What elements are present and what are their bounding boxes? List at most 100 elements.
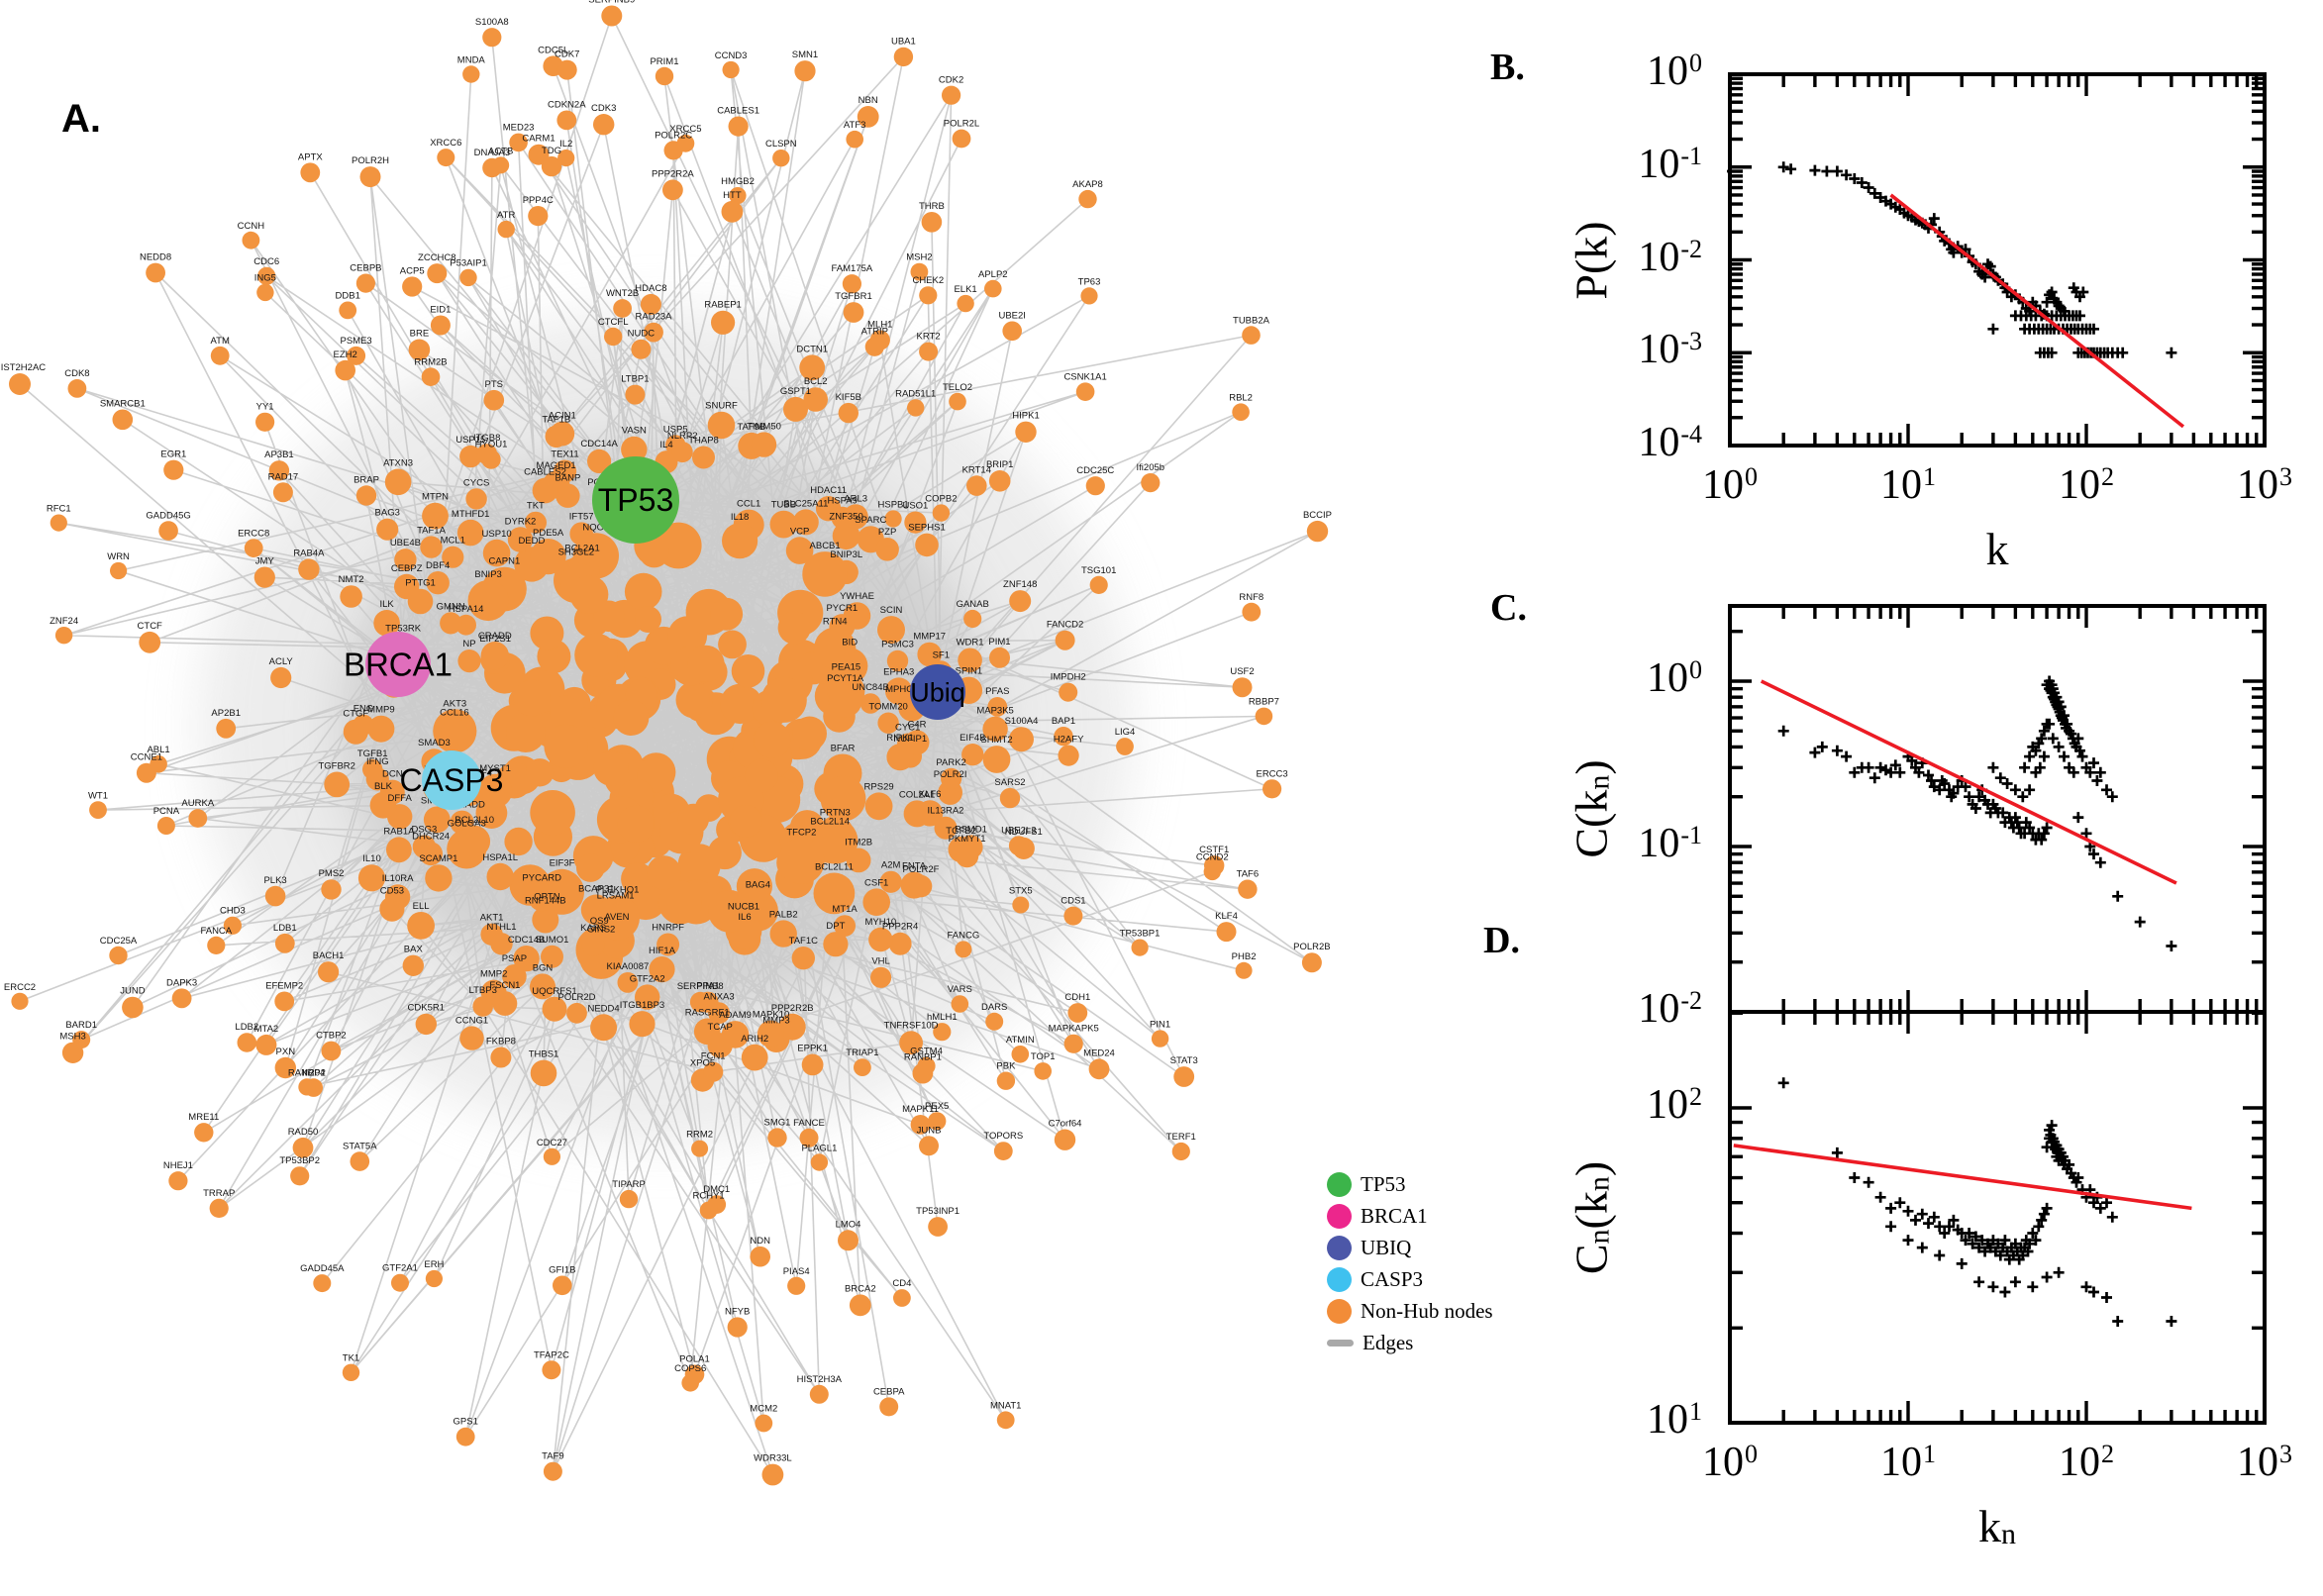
gene-label: MYST1: [479, 763, 511, 774]
y-tick-label: 10-1: [1638, 141, 1702, 187]
gene-label: CD4: [892, 1278, 911, 1289]
gene-label: NDN: [750, 1236, 770, 1247]
gene-label: CDK5R1: [408, 1003, 446, 1014]
gene-label: MAPK10: [753, 1010, 790, 1021]
gene-label: STX5: [1009, 885, 1033, 896]
gene-label: AP3B1: [264, 449, 294, 460]
network-node: [553, 459, 577, 483]
gene-label: BNIP3L: [830, 549, 862, 560]
gene-label: SMN1: [792, 50, 818, 60]
gene-label: HDAC11: [810, 485, 847, 496]
network-node: [875, 538, 899, 561]
y-tick-label: 100: [1647, 49, 1702, 94]
network-node: [532, 906, 559, 934]
gene-label: HIPK1: [1012, 411, 1039, 422]
network-node: [318, 961, 340, 983]
gene-label: TGFB2: [946, 826, 976, 837]
panel-d-label: D.: [1483, 920, 1520, 961]
gene-label: ERH: [424, 1259, 444, 1270]
gene-label: RNF8: [1239, 592, 1263, 603]
network-node: [244, 539, 263, 557]
network-node: [721, 200, 744, 223]
gene-label: LTBP1: [621, 374, 649, 385]
gene-label: CCNG1: [455, 1015, 488, 1026]
gene-label: CDS1: [1060, 896, 1085, 907]
gene-label: TGFB1: [357, 748, 388, 759]
gene-label: DEDD: [518, 536, 545, 547]
gene-label: USF2: [1230, 666, 1254, 677]
network-node: [1232, 403, 1250, 422]
network-node-labels: PRIM1 NHEJ1 CSTF1 KLF4 TFAP2C HIST2H2AC GTF2A1…: [0, 0, 1332, 1464]
network-node: [934, 816, 958, 840]
network-node: [657, 880, 702, 925]
network-node: [156, 817, 175, 835]
gene-label: A2M: [881, 860, 901, 871]
gene-label: FSCN1: [489, 980, 520, 991]
gene-label: AVEN: [604, 912, 629, 923]
gene-label: HIF1A: [649, 946, 676, 956]
network-node: [677, 844, 721, 887]
network-node: [617, 805, 655, 843]
network-node: [870, 966, 892, 988]
gene-label: FANCD2: [1047, 620, 1083, 631]
gene-label: SERPINB8: [677, 981, 724, 992]
network-node: [834, 915, 856, 937]
plot-frame: [1728, 1010, 2267, 1425]
gene-label: TP53BP1: [1120, 929, 1161, 940]
gene-label: CCNH: [238, 221, 265, 232]
gene-label: DHCR24: [412, 831, 450, 842]
gene-label: C7orf64: [1049, 1119, 1082, 1130]
gene-label: COL2A1: [899, 789, 935, 800]
gene-label: WDR1: [957, 638, 984, 648]
network-node: [711, 310, 736, 335]
gene-label: CD53: [380, 886, 404, 897]
network-node: [787, 1276, 806, 1295]
gene-label: CDK3: [591, 103, 616, 114]
gene-label: TKT: [527, 501, 545, 512]
gene-label: AP2B1: [211, 708, 241, 719]
gene-label: IL10RA: [382, 873, 414, 884]
axis-ticks: [1730, 1011, 2265, 1423]
gene-label: ELL: [413, 901, 430, 912]
network-node: [832, 522, 860, 550]
gene-label: BLK: [374, 781, 393, 792]
network-node: [1011, 1046, 1030, 1063]
network-node: [625, 384, 646, 405]
gene-label: IMPDH2: [1051, 672, 1086, 683]
gene-label: CYC1: [895, 722, 920, 733]
network-node: [846, 130, 863, 149]
gene-label: NHEJ1: [163, 1160, 193, 1171]
gene-label: HSPA14: [449, 604, 484, 615]
gene-label: USO1: [902, 501, 928, 512]
network-node: [321, 1041, 342, 1061]
network-node: [745, 758, 778, 793]
network-node: [1055, 630, 1075, 650]
network-node: [803, 387, 828, 412]
y-axis-title-c: C(k n): [1566, 759, 1617, 858]
gene-label: POLR2C: [655, 130, 692, 141]
network-node: [274, 933, 295, 953]
gene-label: UBE2I: [998, 311, 1025, 322]
network-node: [171, 988, 192, 1009]
gene-label: RNF144B: [525, 896, 566, 907]
network-node: [828, 684, 862, 718]
gene-label: POLR2H: [352, 155, 389, 166]
gene-label: ATM: [211, 336, 230, 347]
gene-label: LDB1: [273, 923, 297, 934]
network-node: [1015, 421, 1037, 443]
network-node: [1242, 602, 1262, 622]
gene-label: DARS: [981, 1002, 1007, 1013]
network-node: [1063, 906, 1083, 926]
network-node: [952, 129, 971, 149]
network-node: [621, 862, 655, 896]
gene-label: HSPA1L: [482, 852, 518, 863]
gene-label: SF1: [933, 649, 950, 660]
network-node: [996, 1411, 1015, 1430]
gene-label: LRSAM1: [597, 891, 635, 902]
gene-label: BAG4: [746, 880, 770, 891]
gene-label: DYRK2: [505, 516, 537, 527]
gene-label: ELK1: [954, 284, 976, 295]
network-node: [54, 627, 73, 645]
gene-label: POLR2L: [944, 119, 979, 130]
network-node: [525, 758, 555, 787]
